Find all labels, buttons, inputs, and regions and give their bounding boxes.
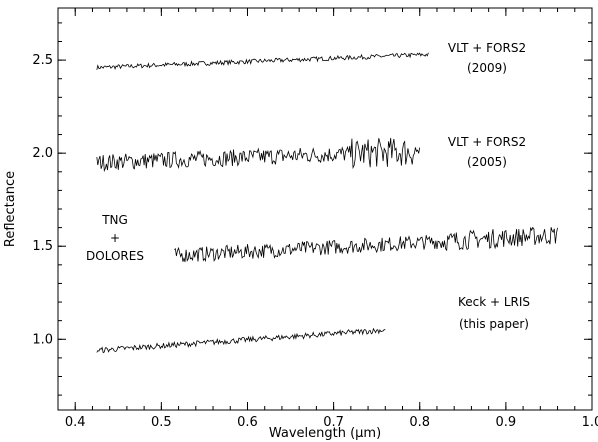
axis-ticks: 0.4 0.5 0.6 0.7 0.8 0.9 1.0 1.0 1.5 2.0 2.5 bbox=[32, 8, 598, 430]
y-tick-label: 2.0 bbox=[32, 146, 53, 161]
spectrum-annotation: VLT + FORS2 bbox=[448, 135, 526, 149]
y-axis-title: Reflectance bbox=[3, 171, 18, 247]
spectrum-annotation: Keck + LRIS bbox=[458, 295, 530, 309]
annotations-group: VLT + FORS2 (2009) VLT + FORS2 (2005) TNG + DO… bbox=[86, 41, 530, 331]
spectrum-line bbox=[96, 137, 421, 173]
x-axis-title: Wavelength (μm) bbox=[269, 426, 381, 441]
y-tick-label: 1.5 bbox=[32, 239, 53, 254]
spectrum-annotation: TNG bbox=[101, 213, 128, 227]
x-tick-label: 0.7 bbox=[323, 415, 344, 430]
x-tick-label: 0.8 bbox=[409, 415, 430, 430]
spectrum-line bbox=[96, 327, 386, 354]
x-tick-label: 0.5 bbox=[151, 415, 172, 430]
spectrum-annotation: (this paper) bbox=[459, 317, 529, 331]
y-tick-label: 1.0 bbox=[32, 332, 53, 347]
x-tick-label: 0.6 bbox=[237, 415, 258, 430]
spectrum-line bbox=[174, 226, 558, 263]
x-tick-label: 0.9 bbox=[496, 415, 517, 430]
spectrum-annotation: (2009) bbox=[467, 61, 507, 75]
y-tick-label: 2.5 bbox=[32, 53, 53, 68]
spectrum-annotation: + bbox=[110, 231, 120, 245]
x-tick-label: 1.0 bbox=[582, 415, 598, 430]
spectrum-annotation: (2005) bbox=[467, 155, 507, 169]
spectrum-annotation: DOLORES bbox=[86, 249, 144, 263]
spectra-group bbox=[96, 52, 558, 354]
spectrum-annotation: VLT + FORS2 bbox=[448, 41, 526, 55]
x-tick-label: 0.4 bbox=[65, 415, 86, 430]
plot-frame bbox=[57, 7, 593, 411]
spectrum-line bbox=[96, 52, 429, 70]
